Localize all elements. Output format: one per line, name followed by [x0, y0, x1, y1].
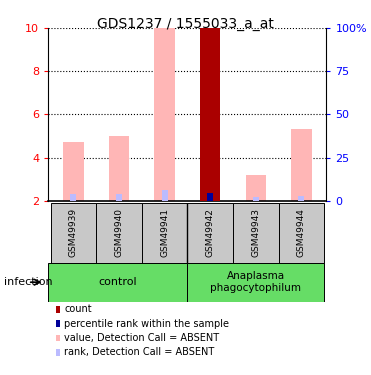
Text: infection: infection	[4, 277, 52, 287]
Bar	[200, 28, 220, 201]
Bar	[142, 202, 187, 262]
Text: GSM49941: GSM49941	[160, 208, 169, 257]
Bar	[63, 142, 83, 201]
Text: percentile rank within the sample: percentile rank within the sample	[64, 319, 229, 328]
Bar	[253, 197, 259, 201]
Bar	[109, 136, 129, 201]
Text: GSM49940: GSM49940	[114, 208, 124, 257]
Text: count: count	[64, 304, 92, 314]
Text: rank, Detection Call = ABSENT: rank, Detection Call = ABSENT	[64, 347, 214, 357]
Text: Anaplasma
phagocytophilum: Anaplasma phagocytophilum	[210, 271, 301, 293]
Bar	[291, 129, 312, 201]
Bar	[48, 262, 187, 302]
Text: value, Detection Call = ABSENT: value, Detection Call = ABSENT	[64, 333, 219, 343]
Bar	[50, 202, 96, 262]
Bar	[207, 193, 213, 201]
Bar	[279, 202, 324, 262]
Text: GDS1237 / 1555033_a_at: GDS1237 / 1555033_a_at	[97, 17, 274, 31]
Bar	[96, 202, 142, 262]
Bar	[116, 194, 122, 201]
Bar	[246, 175, 266, 201]
Text: GSM49942: GSM49942	[206, 208, 215, 257]
Bar	[162, 190, 168, 201]
Text: GSM49939: GSM49939	[69, 208, 78, 257]
Bar	[70, 194, 76, 201]
Bar	[187, 202, 233, 262]
Bar	[233, 202, 279, 262]
Text: GSM49943: GSM49943	[251, 208, 260, 257]
Bar	[154, 28, 175, 201]
Text: GSM49944: GSM49944	[297, 208, 306, 257]
Text: control: control	[98, 277, 137, 287]
Bar	[298, 196, 304, 201]
Bar	[187, 262, 324, 302]
